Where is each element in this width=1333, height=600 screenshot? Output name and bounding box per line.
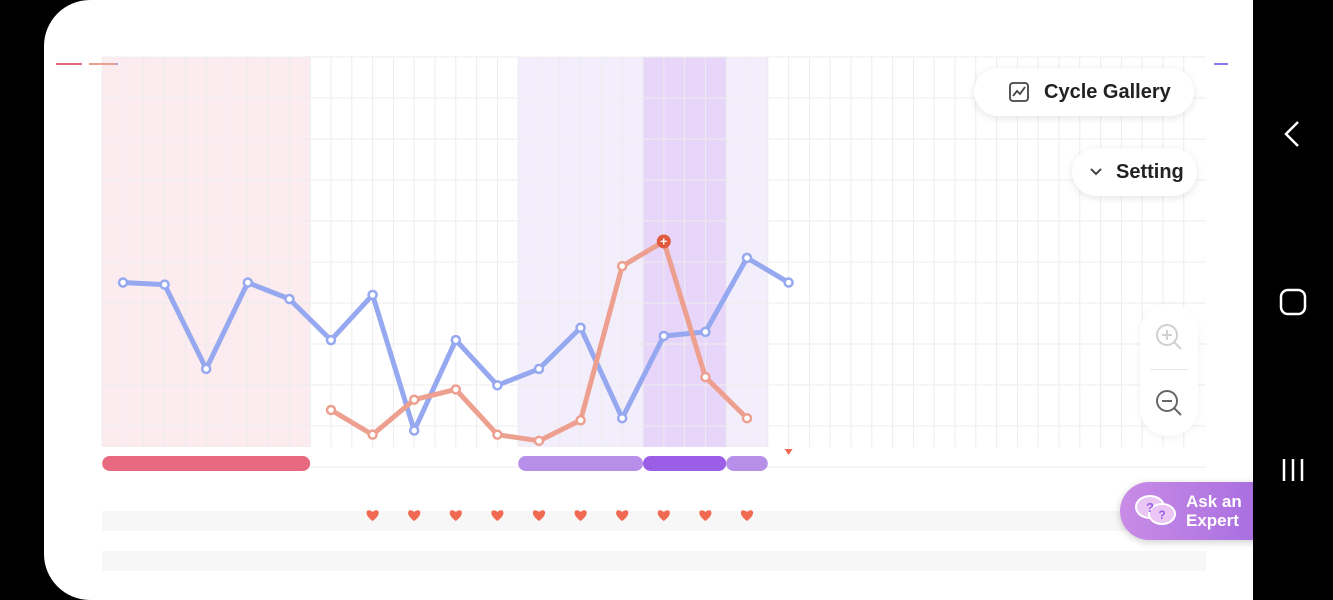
lh-ratio-point[interactable] <box>575 415 586 426</box>
cycle-gallery-button[interactable]: Cycle Gallery <box>974 68 1194 116</box>
date-pill-fertile <box>518 456 643 471</box>
setting-label: Setting <box>1116 160 1184 183</box>
lh-level-point[interactable] <box>284 293 295 305</box>
heart-icon[interactable] <box>366 510 379 521</box>
lh-ratio-point[interactable] <box>367 429 378 440</box>
date-pill-ovulation <box>643 456 727 471</box>
lh-level-point[interactable] <box>408 425 420 436</box>
lh-level-point[interactable] <box>242 277 254 288</box>
lh-ratio-point[interactable] <box>492 429 503 440</box>
peak-plus-icon: + <box>660 234 667 248</box>
ask-an-expert-button[interactable]: ? ? Ask an Expert <box>1120 482 1253 540</box>
chevron-down-icon <box>1090 168 1102 176</box>
lh-level-point[interactable] <box>450 334 462 346</box>
lh-ratio-point[interactable] <box>741 412 753 424</box>
date-pill-period <box>102 456 311 471</box>
ask-expert-line1: Ask an <box>1186 492 1242 511</box>
lh-ratio-point[interactable] <box>616 260 628 272</box>
lh-level-point[interactable] <box>533 363 545 375</box>
lh-ratio-point[interactable] <box>325 404 337 416</box>
today-marker <box>784 449 793 455</box>
lh-level-point[interactable] <box>325 334 337 346</box>
row-stripe <box>102 551 1207 571</box>
chat-bubbles-icon: ? ? <box>1135 495 1176 525</box>
lh-ratio-point[interactable] <box>450 384 462 395</box>
heart-icon[interactable] <box>449 510 462 521</box>
cycle-chart[interactable]: + <box>44 0 1253 600</box>
zoom-in-icon[interactable] <box>1153 321 1185 353</box>
lh-level-point[interactable] <box>159 279 170 290</box>
zoom-out-icon[interactable] <box>1153 387 1185 419</box>
lh-level-point[interactable] <box>783 277 794 288</box>
lh-level-point[interactable] <box>658 330 670 342</box>
row-stripe <box>102 511 1207 531</box>
cycle-gallery-label: Cycle Gallery <box>1044 80 1171 103</box>
chart-icon <box>1009 82 1029 102</box>
svg-text:?: ? <box>1158 508 1165 522</box>
heart-icon[interactable] <box>740 510 754 521</box>
peak-marker <box>656 234 671 249</box>
heart-icon[interactable] <box>574 510 587 521</box>
lh-ratio-point[interactable] <box>408 394 420 405</box>
heart-icon[interactable] <box>408 510 421 521</box>
heart-icon[interactable] <box>491 510 504 521</box>
setting-button[interactable]: Setting <box>1072 148 1197 196</box>
heart-icon[interactable] <box>616 510 629 521</box>
lh-ratio-point[interactable] <box>533 435 545 447</box>
lh-level-point[interactable] <box>741 252 753 264</box>
date-pill-fertile <box>726 456 768 471</box>
system-nav-bar <box>1253 0 1333 600</box>
lh-level-point[interactable] <box>200 363 212 375</box>
recent-apps-icon[interactable] <box>1273 450 1313 490</box>
ask-expert-line2: Expert <box>1186 511 1239 530</box>
zoom-separator <box>1150 369 1188 370</box>
lh-level-point[interactable] <box>700 326 711 338</box>
screen: + Cycle Gallery Setting ? <box>44 0 1253 600</box>
home-icon[interactable] <box>1273 282 1313 322</box>
lh-level-point[interactable] <box>367 289 378 301</box>
lh-level-point[interactable] <box>575 322 586 334</box>
lh-ratio-point[interactable] <box>700 371 711 383</box>
heart-icon[interactable] <box>657 510 670 521</box>
heart-icon[interactable] <box>699 510 712 521</box>
back-icon[interactable] <box>1273 114 1313 154</box>
lh-level-point[interactable] <box>616 412 628 424</box>
lh-level-point[interactable] <box>492 380 503 391</box>
zoom-controls <box>1140 304 1198 436</box>
svg-text:?: ? <box>1146 500 1154 515</box>
lh-level-point[interactable] <box>117 277 129 288</box>
heart-icon[interactable] <box>532 510 546 521</box>
